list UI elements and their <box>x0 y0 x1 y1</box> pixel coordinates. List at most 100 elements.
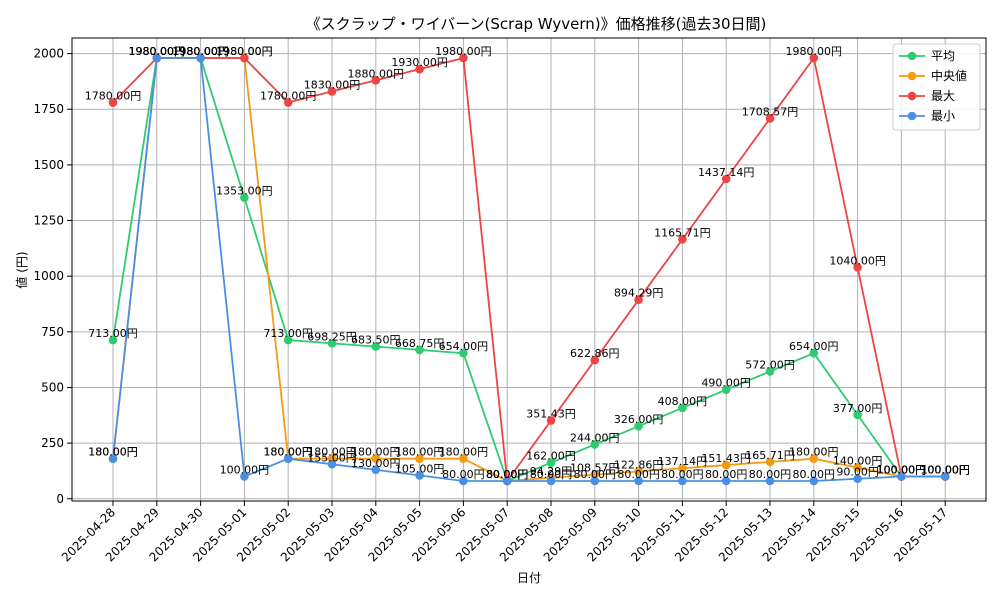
y-tick-label: 500 <box>41 380 64 394</box>
data-label-layer: 713.00円1980.00円1980.00円1353.00円713.00円69… <box>85 45 970 481</box>
data-label: 180.00円 <box>351 446 401 459</box>
y-tick-label: 1250 <box>33 214 64 228</box>
y-tick-label: 1750 <box>33 102 64 116</box>
data-label: 1980.00円 <box>129 45 186 58</box>
data-label: 1353.00円 <box>216 185 273 198</box>
data-label: 1980.00円 <box>786 45 843 58</box>
y-tick-label: 0 <box>56 492 64 506</box>
data-label: 137.14円 <box>658 455 708 468</box>
data-point <box>678 234 687 244</box>
data-point <box>459 53 468 63</box>
data-point <box>327 339 337 348</box>
data-point <box>678 463 687 473</box>
legend-label: 最大 <box>931 89 955 103</box>
data-point <box>459 476 468 486</box>
x-axis-label: 日付 <box>517 571 541 585</box>
data-point <box>853 474 862 484</box>
legend-swatch-marker <box>907 91 917 101</box>
data-point <box>283 454 293 464</box>
y-tick-label: 2000 <box>33 47 64 61</box>
data-point <box>678 403 687 413</box>
data-label: 108.57円 <box>570 462 620 475</box>
data-label: 100.00円 <box>877 464 927 477</box>
data-point <box>765 457 775 467</box>
series-line <box>112 57 946 482</box>
data-label: 122.86円 <box>614 458 664 471</box>
series-line <box>112 57 946 483</box>
data-point <box>108 454 118 464</box>
data-point <box>590 440 600 449</box>
data-point <box>415 64 424 74</box>
data-label: 654.00円 <box>789 340 839 353</box>
data-label: 1980.00円 <box>172 45 229 58</box>
data-label: 94.29円 <box>530 465 573 478</box>
data-label: 698.25円 <box>307 330 357 343</box>
data-point <box>327 87 337 96</box>
data-point <box>721 385 731 395</box>
data-label: 683.50円 <box>351 334 401 347</box>
data-label: 80.00円 <box>486 468 529 481</box>
y-tick-label: 250 <box>41 436 64 450</box>
data-point <box>809 454 819 464</box>
data-label: 572.00円 <box>745 358 795 371</box>
data-point <box>634 421 643 431</box>
tick-layer: 2025-04-282025-04-292025-04-302025-05-01… <box>33 47 950 565</box>
data-point <box>809 53 819 63</box>
plot-frame <box>71 37 987 502</box>
legend-item: 平均 <box>899 49 955 63</box>
y-tick-label: 750 <box>41 325 64 339</box>
data-point <box>415 471 424 480</box>
data-point <box>765 367 775 376</box>
legend-swatch-marker <box>907 51 917 61</box>
data-point <box>853 410 862 420</box>
data-label: 1930.00円 <box>391 56 448 69</box>
data-point <box>371 75 381 85</box>
data-label: 894.29円 <box>614 287 664 300</box>
data-label: 668.75円 <box>395 337 445 350</box>
data-point <box>634 467 643 476</box>
data-point <box>240 53 249 63</box>
data-label: 1880.00円 <box>348 67 405 80</box>
data-label: 1980.00円 <box>435 45 492 58</box>
data-label: 1437.14円 <box>698 166 755 179</box>
data-label: 80.00円 <box>793 468 836 481</box>
data-label: 80.00円 <box>442 468 485 481</box>
data-label: 1980.00円 <box>172 45 229 58</box>
data-point <box>897 472 906 481</box>
data-label: 155.00円 <box>307 451 357 464</box>
data-label: 1980.00円 <box>172 45 229 58</box>
data-label: 180.00円 <box>789 446 839 459</box>
data-point <box>327 459 337 469</box>
legend-item: 最大 <box>899 89 955 103</box>
data-point <box>240 472 249 481</box>
data-point <box>415 345 424 355</box>
data-point <box>546 458 556 468</box>
y-tick-label: 1000 <box>33 269 64 283</box>
data-point <box>459 348 468 358</box>
data-label: 80.00円 <box>661 468 704 481</box>
data-label: 1980.00円 <box>129 45 186 58</box>
data-label: 713.00円 <box>263 327 313 340</box>
series-4 <box>108 53 950 486</box>
data-point <box>590 355 600 365</box>
grid-layer <box>72 38 986 501</box>
data-point <box>678 476 687 486</box>
data-point <box>765 114 775 123</box>
data-label: 244.00円 <box>570 431 620 444</box>
data-label: 100.00円 <box>920 464 970 477</box>
data-point <box>371 454 381 464</box>
data-label: 180.00円 <box>88 446 138 459</box>
data-label: 165.71円 <box>745 449 795 462</box>
data-point <box>940 472 950 481</box>
data-point <box>634 476 643 486</box>
data-label: 80.00円 <box>486 468 529 481</box>
data-label: 180.00円 <box>88 446 138 459</box>
data-label: 90.00円 <box>836 466 879 479</box>
chart-title: 《スクラップ・ワイバーン(Scrap Wyvern)》価格推移(過去30日間) <box>306 15 767 33</box>
data-label: 100.00円 <box>220 464 270 477</box>
data-label: 180.00円 <box>263 446 313 459</box>
data-label: 105.00円 <box>395 462 445 475</box>
data-label: 80.00円 <box>530 468 573 481</box>
data-label: 80.00円 <box>749 468 792 481</box>
